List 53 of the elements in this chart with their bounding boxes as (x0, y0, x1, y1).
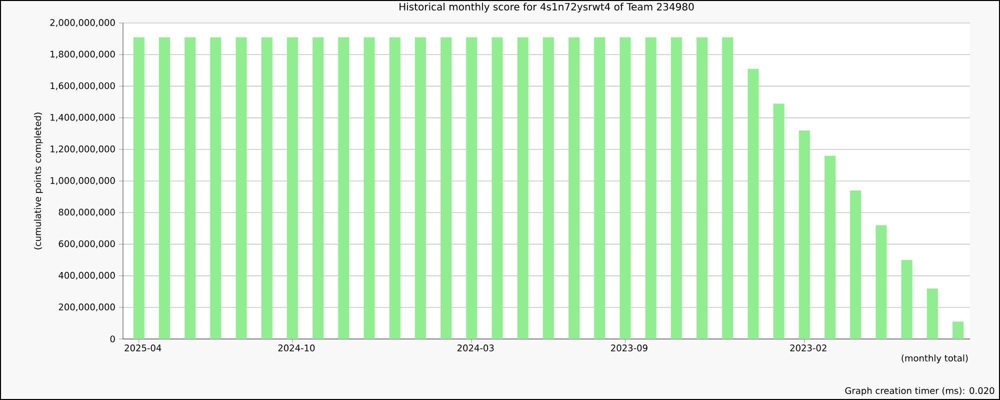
bar (312, 37, 324, 339)
bar (542, 37, 554, 339)
y-tick-label: 400,000,000 (58, 272, 115, 280)
y-tick-label: 1,800,000,000 (50, 50, 115, 58)
x-tick-label: 2024-03 (457, 344, 494, 352)
bar (876, 225, 887, 339)
x-tick-label: 2025-04 (124, 344, 162, 352)
bar (414, 37, 426, 339)
y-tick-label: 200,000,000 (58, 304, 115, 312)
y-tick-label: 1,000,000,000 (50, 177, 115, 185)
bar (748, 68, 759, 339)
bar (696, 37, 708, 339)
bar (517, 37, 528, 339)
y-axis-title: (cumulative points completed) (34, 112, 43, 250)
bar (236, 37, 247, 339)
y-tick-label: 800,000,000 (58, 208, 115, 216)
bar (286, 37, 298, 339)
bar (773, 104, 784, 339)
bar (210, 37, 222, 339)
bar (645, 37, 656, 339)
bar (364, 37, 375, 339)
bar (901, 260, 912, 339)
x-tick-label: 2023-02 (790, 344, 826, 352)
y-tick-label: 1,600,000,000 (50, 82, 115, 90)
bar (440, 37, 452, 339)
y-tick-label: 1,400,000,000 (50, 114, 115, 122)
y-tick-label: 0 (110, 336, 115, 342)
bar (158, 37, 170, 339)
bar (184, 37, 196, 339)
chart-title: Historical monthly score for 4s1n72ysrwt4 of Team 234980 (400, 2, 694, 12)
y-tick-label: 1,200,000,000 (50, 146, 115, 154)
bar (466, 37, 478, 339)
bar (722, 37, 734, 339)
y-tick-label: 2,000,000,000 (50, 19, 115, 27)
bar (338, 37, 350, 339)
bar (926, 288, 938, 339)
bar (492, 37, 503, 339)
bar (798, 130, 810, 339)
bar (133, 37, 144, 339)
bar (850, 190, 862, 339)
y-tick-label: 600,000,000 (58, 240, 115, 248)
bar (389, 37, 400, 339)
bar (620, 37, 631, 339)
text: Graph creation timer (ms): 0.020 (845, 387, 994, 396)
x-tick-label: 2023-09 (611, 344, 648, 352)
bar (568, 37, 580, 339)
bar (261, 37, 272, 339)
x-tick-label: 2024-10 (278, 344, 315, 352)
bar (952, 322, 964, 339)
bar (824, 156, 836, 339)
x-axis-title: (monthly total) (902, 354, 968, 364)
bar (670, 37, 682, 339)
bar (594, 37, 606, 339)
